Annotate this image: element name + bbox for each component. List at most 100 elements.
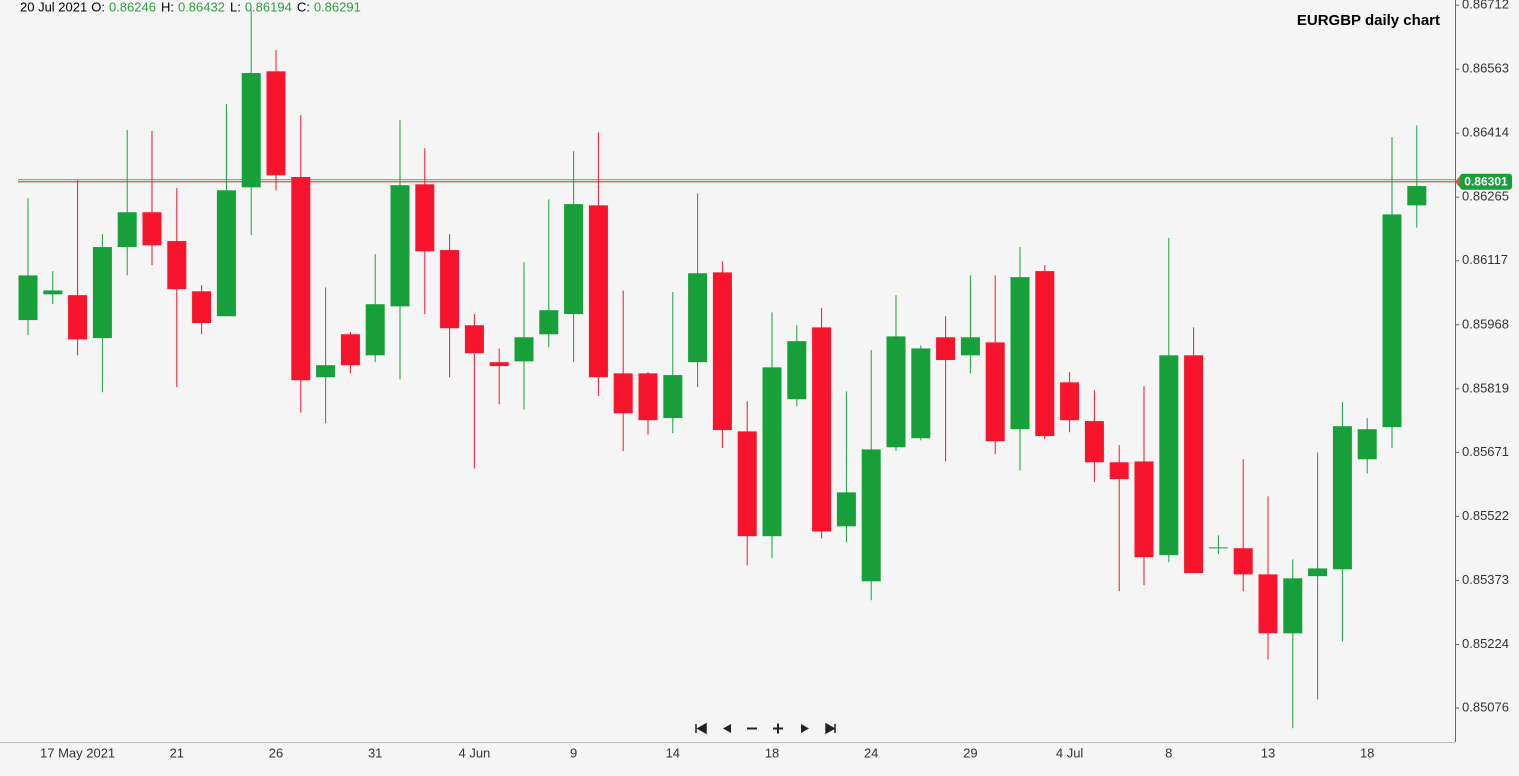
candle-body	[390, 185, 410, 307]
candle-body	[812, 327, 832, 532]
candle-body	[960, 337, 980, 356]
candle-body	[836, 492, 856, 527]
candle-body	[663, 375, 683, 419]
candle-body	[464, 325, 484, 354]
chart-title: EURGBP daily chart	[1297, 12, 1440, 29]
candle-body	[1184, 355, 1204, 574]
y-tick-label: 0.85522	[1462, 508, 1509, 523]
header-value: 0.86432	[178, 0, 225, 14]
candle-body	[1258, 574, 1278, 634]
candle-body	[216, 190, 236, 317]
candle-body	[1407, 186, 1427, 206]
x-tick-label: 13	[1261, 745, 1275, 760]
candle-body	[1159, 355, 1179, 556]
candle-body	[1283, 578, 1303, 634]
candle-body	[514, 337, 534, 362]
candle-body	[241, 73, 261, 188]
x-tick-label: 8	[1165, 745, 1172, 760]
candle-body	[1035, 271, 1055, 437]
y-tick-label: 0.85671	[1462, 444, 1509, 459]
x-tick-label: 17 May 2021	[40, 745, 115, 760]
candle-body	[266, 71, 286, 176]
candle-body	[1084, 421, 1104, 463]
candle-body	[688, 273, 708, 363]
x-tick-label: 18	[1360, 745, 1374, 760]
candle-body	[316, 365, 336, 378]
candle-body	[564, 204, 584, 315]
y-tick-label: 0.85076	[1462, 699, 1509, 714]
y-tick-label: 0.86265	[1462, 189, 1509, 204]
y-tick-label: 0.85819	[1462, 380, 1509, 395]
navigation	[692, 720, 838, 736]
candle-body	[92, 247, 112, 339]
header-label: L:	[230, 0, 241, 14]
ohlc-header: 20 Jul 2021 O: 0.86246 H: 0.86432 L: 0.86194 C:…	[20, 0, 361, 14]
candle-body	[539, 310, 559, 335]
price-badge-pointer	[1455, 174, 1461, 189]
candle-body	[1208, 547, 1228, 549]
header-date: 20 Jul 2021	[20, 0, 87, 14]
nav-zoom-in[interactable]	[770, 720, 786, 736]
y-tick-label: 0.86414	[1462, 125, 1509, 140]
nav-back[interactable]	[718, 720, 734, 736]
nav-zoom-out[interactable]	[744, 720, 760, 736]
candle-body	[936, 337, 956, 361]
header-label: H:	[161, 0, 174, 14]
candle-body	[489, 362, 509, 367]
y-tick-label: 0.86563	[1462, 61, 1509, 76]
candle-body	[1109, 462, 1129, 480]
candle-body	[613, 373, 633, 414]
candle-body	[68, 295, 88, 340]
price-badge	[1460, 173, 1512, 190]
candle-body	[787, 341, 807, 400]
header-label: C:	[297, 0, 310, 14]
x-tick-label: 4 Jun	[458, 745, 490, 760]
candle-body	[911, 348, 931, 439]
candle-body	[712, 272, 732, 431]
candle-body	[142, 212, 162, 246]
x-tick-label: 9	[570, 745, 577, 760]
candle-body	[440, 250, 460, 329]
candle-body	[43, 290, 63, 295]
nav-forward[interactable]	[796, 720, 812, 736]
nav-last[interactable]	[822, 720, 838, 736]
y-tick-label: 0.85373	[1462, 572, 1509, 587]
candle-body	[365, 304, 385, 356]
candle-body	[18, 275, 38, 321]
candle-body	[117, 212, 137, 248]
candle-body	[588, 205, 608, 378]
header-value: 0.86246	[109, 0, 156, 14]
candle-body	[340, 334, 360, 366]
candle-body	[762, 367, 782, 537]
price-badge-label: 0.86301	[1464, 174, 1508, 188]
header-value: 0.86291	[314, 0, 361, 14]
x-tick-label: 18	[765, 745, 779, 760]
x-tick-label: 14	[666, 745, 680, 760]
candle-body	[737, 431, 757, 537]
candle-body	[1010, 277, 1030, 430]
x-tick-label: 4 Jul	[1056, 745, 1084, 760]
candle-body	[861, 449, 881, 582]
y-tick-label: 0.86117	[1462, 252, 1508, 267]
candle-body	[167, 241, 187, 290]
y-tick-label: 0.85224	[1462, 636, 1509, 651]
candle-body	[1233, 548, 1253, 575]
header-value: 0.86194	[245, 0, 292, 14]
candle-body	[415, 184, 435, 252]
candle-body	[192, 291, 212, 324]
candle-body	[1332, 426, 1352, 570]
y-tick-label: 0.86712	[1462, 0, 1509, 12]
y-tick-label: 0.85968	[1462, 316, 1509, 331]
header-label: O:	[91, 0, 105, 14]
x-tick-label: 31	[368, 745, 382, 760]
nav-first[interactable]	[692, 720, 708, 736]
candle-body	[1357, 429, 1377, 460]
candle-body	[1308, 568, 1328, 577]
candle-body	[1060, 382, 1080, 421]
candle-body	[1382, 214, 1402, 428]
x-tick-label: 26	[269, 745, 283, 760]
x-tick-label: 29	[963, 745, 977, 760]
x-tick-label: 21	[170, 745, 184, 760]
